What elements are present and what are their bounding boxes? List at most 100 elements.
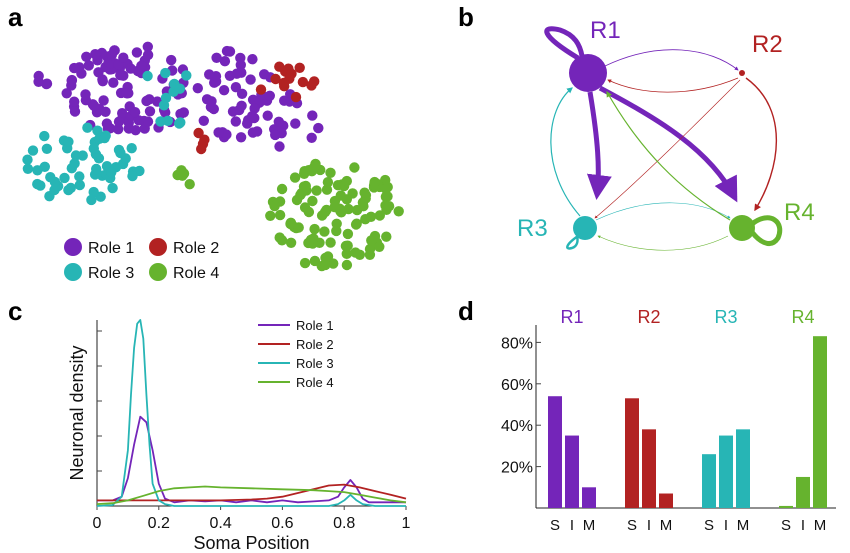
bar [565, 435, 579, 508]
scatter-point [41, 78, 52, 90]
x-tick-label: 0.6 [271, 515, 293, 532]
x-tick-label: 0.8 [333, 515, 355, 532]
scatter-point [69, 62, 80, 74]
scatter-point [142, 70, 153, 82]
scatter-point [307, 195, 318, 207]
legend-label: Role 4 [173, 265, 219, 282]
scatter-point [86, 194, 97, 206]
scatter-point [331, 218, 342, 229]
scatter-point [270, 73, 281, 85]
scatter-point [325, 237, 336, 248]
bar [625, 398, 639, 508]
scatter-point [113, 116, 125, 127]
scatter-point [383, 201, 395, 212]
scatter-point [82, 122, 93, 133]
scatter-point [63, 184, 74, 196]
node-r4 [729, 215, 755, 241]
bar [659, 493, 673, 508]
scatter-point [41, 143, 53, 154]
scatter-point [91, 163, 102, 175]
scatter-point [142, 116, 154, 127]
scatter-point [107, 182, 118, 194]
panel-letter-c: c [8, 296, 22, 326]
node-r3 [573, 216, 597, 240]
scatter-point [369, 176, 380, 188]
x-category-label: M [737, 517, 750, 534]
bar [796, 476, 810, 508]
y-tick-label: 20% [501, 460, 533, 477]
scatter-point [374, 210, 385, 221]
scatter-point [294, 62, 305, 73]
scatter-point [184, 179, 195, 190]
scatter-point [231, 68, 242, 79]
scatter-point [93, 67, 104, 78]
x-category-label: I [724, 517, 728, 534]
scatter-point [141, 95, 152, 107]
scatter-point [264, 90, 275, 102]
scatter-point [66, 80, 77, 91]
edge-r1-r4 [598, 85, 738, 203]
scatter-point [293, 222, 304, 233]
scatter-point [70, 150, 82, 161]
scatter-point [341, 248, 352, 259]
scatter-point [121, 88, 132, 99]
edge-r1-r2 [604, 49, 739, 71]
scatter-point [204, 69, 215, 80]
scatter-point [274, 232, 285, 243]
scatter-point [341, 194, 352, 205]
scatter-point [120, 153, 131, 164]
scatter-point [313, 122, 324, 134]
scatter-point [221, 129, 232, 140]
bar [702, 454, 716, 508]
scatter-point [117, 108, 128, 119]
scatter-point [259, 69, 270, 80]
scatter-point [322, 177, 334, 188]
panel-b-network: R1 R2 R3 R4 [517, 17, 815, 251]
scatter-point [89, 100, 100, 112]
scatter-point [144, 106, 156, 117]
legend-marker [64, 238, 82, 256]
legend-label: Role 3 [296, 356, 334, 371]
scatter-point [142, 49, 154, 61]
scatter-point [290, 118, 301, 129]
scatter-point [236, 88, 248, 100]
scatter-point [360, 214, 371, 225]
scatter-point [341, 175, 352, 187]
scatter-point [69, 106, 81, 117]
panel-letter-b: b [458, 2, 474, 32]
scatter-point [299, 202, 311, 213]
node-label-r3: R3 [517, 215, 548, 242]
legend-label: Role 3 [88, 265, 134, 282]
scatter-point [98, 95, 109, 106]
scatter-point [201, 94, 213, 105]
series-line-role-4 [96, 485, 407, 505]
scatter-point [32, 165, 43, 176]
scatter-point [196, 143, 207, 155]
scatter-point [349, 162, 360, 173]
scatter-point [366, 235, 377, 246]
x-category-label: I [801, 517, 805, 534]
panel-letter-d: d [458, 296, 474, 326]
x-tick-label: 0 [93, 515, 102, 532]
scatter-point [278, 77, 289, 89]
scatter-point [63, 136, 74, 147]
group-title-r4: R4 [791, 307, 814, 327]
scatter-point [88, 186, 99, 198]
scatter-point [341, 259, 353, 271]
x-tick-label: 0.2 [148, 515, 170, 532]
scatter-point [74, 171, 85, 182]
scatter-point [83, 60, 95, 71]
scatter-point [358, 201, 369, 212]
scatter-point [242, 118, 253, 129]
scatter-point [136, 60, 147, 71]
scatter-point [274, 141, 285, 152]
scatter-point [160, 92, 172, 104]
scatter-point [80, 89, 91, 100]
scatter-point [118, 52, 129, 63]
node-label-r2: R2 [752, 31, 783, 58]
scatter-point [81, 51, 92, 62]
scatter-point [306, 166, 318, 177]
scatter-point [350, 219, 362, 230]
bar [779, 505, 793, 508]
